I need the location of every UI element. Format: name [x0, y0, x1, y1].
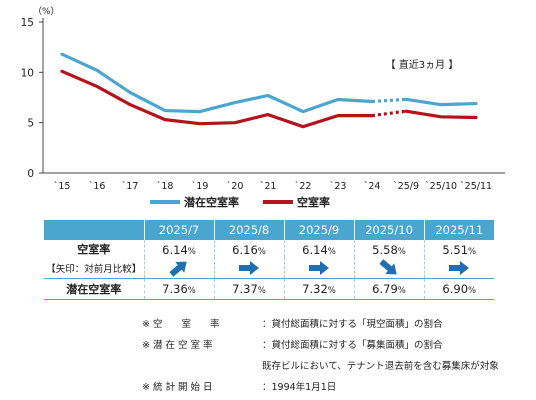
- vacancy-value: 6.14: [162, 243, 188, 257]
- vacancy-unit: %: [187, 247, 196, 257]
- latent-unit: %: [257, 286, 266, 296]
- x-tick-label: `19: [192, 181, 209, 192]
- series-recent-vacancy: [404, 109, 478, 120]
- row-label-vacancy: 空室率: [77, 243, 111, 256]
- x-tick-label: `25/10: [425, 181, 457, 192]
- table-header-row: 2025/7 2025/8 2025/9 2025/10 2025/11: [44, 220, 494, 240]
- latent-value: 7.32: [302, 282, 328, 296]
- x-tick-label: `25/11: [460, 181, 492, 192]
- table-header-month: 2025/9: [283, 220, 354, 240]
- latent-unit: %: [397, 286, 406, 296]
- x-tick-label: `18: [157, 181, 174, 192]
- footnote-text: ：1994年1月1日: [262, 382, 337, 393]
- trend-arrow-up-icon: [169, 261, 187, 277]
- footnote-key: ※ 統 計 開 始 日: [142, 382, 213, 393]
- table-header-month: 2025/8: [213, 220, 284, 240]
- trend-arrow-cell: [143, 257, 214, 279]
- latent-value: 6.79: [372, 282, 398, 296]
- vacancy-unit: %: [257, 247, 266, 257]
- vacancy-unit: %: [397, 247, 406, 257]
- latent-cell: 6.90%: [423, 278, 494, 300]
- latent-cell: 7.32%: [283, 278, 354, 300]
- footnote-key: ※ 空 室 率: [142, 319, 220, 330]
- chart-legend: 潜在空室率 空室率: [150, 194, 330, 210]
- vacancy-value: 5.51: [442, 243, 469, 257]
- footnote-text: ：貸付総面積に対する「募集面積」の割合: [262, 340, 443, 351]
- legend-label-latent: 潜在空室率: [184, 196, 239, 209]
- footnote: ※ 統 計 開 始 日 ：1994年1月1日: [142, 377, 499, 398]
- footnote-text: 既存ビルにおいて、テナント退去前を含む募集床が対象: [262, 361, 499, 372]
- legend-item-vacancy: 空室率: [263, 194, 330, 210]
- latent-value: 7.37: [232, 282, 258, 296]
- y-axis-unit: （%）: [33, 6, 60, 17]
- series-dotted-vacancy: [371, 109, 407, 118]
- vacancy-value: 6.14: [302, 243, 328, 257]
- trend-arrow-cell: [213, 257, 284, 279]
- legend-item-latent: 潜在空室率: [150, 194, 239, 210]
- x-tick-label: `25/9: [393, 181, 419, 192]
- vacancy-unit: %: [327, 247, 336, 257]
- vacancy-cell: 6.14%: [283, 240, 354, 257]
- table-row-latent: 潜在空室率 7.36% 7.37% 7.32% 6.79% 6.90%: [44, 278, 494, 300]
- table-header-blank: [44, 220, 144, 240]
- x-tick-label: `24: [364, 181, 381, 192]
- y-tick-label: 5: [27, 118, 34, 130]
- latent-cell: 7.36%: [143, 278, 214, 300]
- footnote: ※ 空 室 率 ：貸付総面積に対する「現空面積」の割合: [142, 314, 499, 335]
- x-tick-label: `20: [227, 181, 244, 192]
- table-header-month: 2025/10: [353, 220, 424, 240]
- series-line-latent: [60, 52, 374, 114]
- vacancy-value: 5.58: [372, 243, 398, 257]
- latent-unit: %: [327, 286, 336, 296]
- series-line-vacancy: [60, 69, 374, 129]
- latent-cell: 7.37%: [213, 278, 284, 300]
- latent-value: 7.36: [162, 282, 188, 296]
- legend-label-vacancy: 空室率: [297, 196, 330, 209]
- latent-unit: %: [187, 286, 196, 296]
- table-row-vacancy: 空室率 6.14% 6.16% 6.14% 5.58% 5.51%: [44, 240, 494, 257]
- vacancy-value: 6.16: [232, 243, 258, 257]
- legend-swatch-vacancy: [263, 200, 293, 204]
- footnote: 既存ビルにおいて、テナント退去前を含む募集床が対象: [142, 356, 499, 377]
- latent-cell: 6.79%: [353, 278, 424, 300]
- row-label-latent: 潜在空室率: [44, 278, 144, 300]
- footnote: ※ 潜 在 空 室 率 ：貸付総面積に対する「募集面積」の割合: [142, 335, 499, 356]
- footnote-text: ：貸付総面積に対する「現空面積」の割合: [262, 319, 443, 330]
- series-recent-latent: [404, 97, 478, 107]
- trend-arrow-down-icon: [379, 258, 397, 274]
- vacancy-cell: 6.16%: [213, 240, 284, 257]
- table-row-arrows: 【矢印：対前月比較】: [44, 257, 494, 279]
- trend-arrow-cell: [423, 257, 494, 279]
- series-dotted-latent: [371, 97, 407, 104]
- vacancy-cell: 6.14%: [143, 240, 214, 257]
- trend-arrow-right-icon: [239, 260, 259, 275]
- trend-arrow-cell: [353, 257, 424, 279]
- x-tick-label: `22: [295, 181, 312, 192]
- y-tick-label: 15: [21, 17, 34, 29]
- latent-unit: %: [468, 286, 477, 296]
- trend-arrow-cell: [283, 257, 354, 279]
- footnotes: ※ 空 室 率 ：貸付総面積に対する「現空面積」の割合 ※ 潜 在 空 室 率 ：貸…: [142, 314, 499, 398]
- trend-arrow-right-icon: [309, 260, 329, 275]
- table-header-month: 2025/7: [143, 220, 214, 240]
- footnote-key: ※ 潜 在 空 室 率: [142, 340, 213, 351]
- x-tick-label: `23: [330, 181, 347, 192]
- x-tick-label: `15: [54, 181, 71, 192]
- y-tick-label: 10: [21, 67, 34, 79]
- vacancy-unit: %: [468, 247, 477, 257]
- x-tick-label: `17: [122, 181, 139, 192]
- trend-arrow-right-icon: [449, 260, 470, 275]
- x-tick-label: `16: [89, 181, 106, 192]
- x-tick-label: `21: [260, 181, 277, 192]
- y-tick-label: 0: [27, 168, 34, 180]
- row-label-arrow-legend: 【矢印：対前月比較】: [44, 257, 144, 279]
- latent-value: 6.90: [442, 282, 469, 296]
- vacancy-cell: 5.51%: [423, 240, 494, 257]
- vacancy-cell: 5.58%: [353, 240, 424, 257]
- table-header-month: 2025/11: [423, 220, 494, 240]
- legend-swatch-latent: [150, 200, 180, 204]
- recent-months-annotation: 【 直近3ヵ月 】: [386, 58, 459, 71]
- vacancy-rate-line-chart: 0 5 10 15（%） `15 `16 `17 `18 `19 `20 `21 `22 `23 `24 `…: [21, 6, 505, 192]
- monthly-rates-table: 2025/7 2025/8 2025/9 2025/10 2025/11 空室率…: [44, 220, 494, 300]
